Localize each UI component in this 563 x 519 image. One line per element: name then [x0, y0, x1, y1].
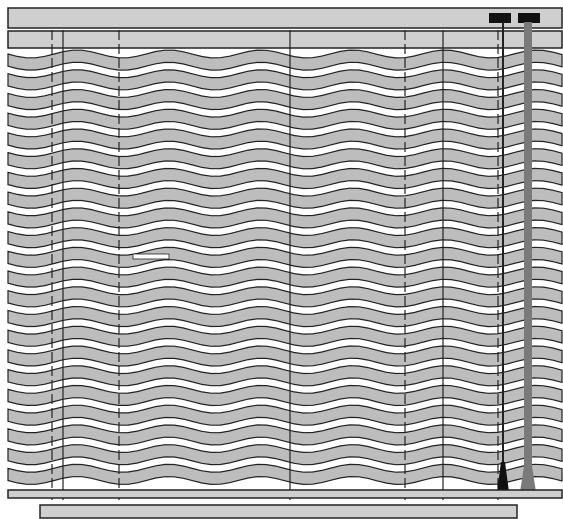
controls [497, 22, 536, 492]
slat [7, 463, 563, 486]
slat [7, 365, 563, 387]
headrail [7, 7, 563, 49]
pull-cord-tassel[interactable] [497, 462, 509, 492]
slat [7, 187, 563, 209]
tilt-wand-tip[interactable] [520, 466, 536, 492]
tilt-wand[interactable] [524, 22, 532, 470]
slat [7, 246, 563, 269]
sill-board [39, 504, 518, 519]
slat [7, 49, 563, 71]
slat [7, 443, 563, 466]
slat [7, 305, 563, 328]
slat [7, 88, 563, 111]
slat [7, 345, 563, 367]
slat [7, 207, 563, 229]
slat [7, 128, 563, 150]
slat [7, 226, 563, 249]
slat [7, 286, 563, 308]
slat [7, 69, 563, 91]
ladder-cords [51, 30, 499, 500]
headrail-lower-bar [7, 30, 563, 49]
slat [7, 167, 563, 190]
slat [7, 148, 563, 170]
mounting-clip-left [489, 13, 511, 23]
slat-gap-detail [132, 253, 170, 260]
bottom-rail-bar [7, 489, 563, 499]
bottom-rail [7, 489, 563, 519]
slat [7, 266, 563, 288]
slat [7, 424, 563, 446]
headrail-top-bar [7, 7, 563, 29]
slat-stack [7, 49, 563, 486]
slat [7, 384, 563, 407]
mounting-clip-right [518, 13, 540, 23]
slat [7, 404, 563, 426]
slat [7, 108, 563, 130]
slat [7, 325, 563, 347]
